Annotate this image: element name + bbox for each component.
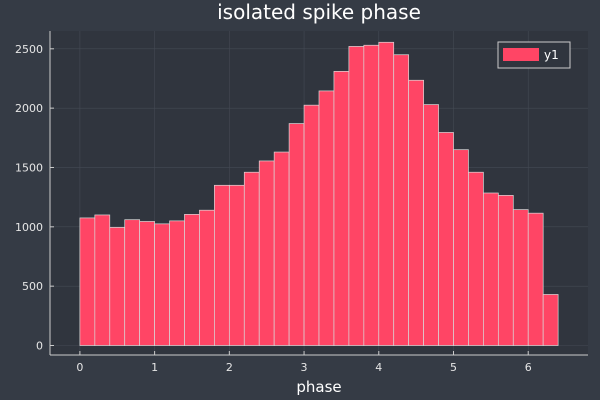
histogram-bar [139, 221, 155, 346]
x-axis-label: phase [296, 378, 341, 396]
histogram-bar [542, 294, 559, 346]
histogram-bar [94, 214, 111, 346]
histogram-bar [438, 132, 454, 346]
histogram-bar [273, 151, 290, 346]
y-tick-label: 0 [36, 340, 43, 353]
x-tick-label: 4 [375, 361, 382, 374]
histogram-bar [214, 184, 230, 346]
histogram-bar [423, 104, 439, 346]
y-tick-label: 2000 [15, 102, 43, 115]
histogram-bar [378, 41, 395, 346]
histogram-bar [348, 46, 365, 346]
histogram-bar [109, 227, 126, 346]
y-tick-label: 1000 [15, 221, 43, 234]
histogram-bar [483, 192, 499, 346]
histogram-bar [199, 209, 215, 346]
bars [79, 41, 559, 346]
legend-swatch [503, 48, 539, 61]
chart-title: isolated spike phase [217, 0, 421, 24]
histogram-bar [363, 44, 380, 346]
histogram-bar [393, 54, 410, 346]
histogram-bar [303, 104, 320, 346]
histogram-bar [154, 223, 170, 346]
x-tick-label: 6 [525, 361, 532, 374]
histogram-bar [333, 71, 350, 346]
y-tick-label: 1500 [15, 161, 43, 174]
histogram-bar [288, 123, 305, 346]
histogram-bar [184, 214, 200, 346]
histogram-bar [228, 184, 245, 346]
y-tick-label: 2500 [15, 43, 43, 56]
axes [49, 31, 588, 356]
histogram-bar [527, 212, 544, 346]
histogram-bar [408, 79, 424, 346]
histogram-bar [468, 171, 484, 346]
x-tick-label: 5 [450, 361, 457, 374]
x-tick-label: 3 [301, 361, 308, 374]
histogram-bar [124, 219, 141, 346]
legend: y1 [497, 41, 571, 69]
x-tick-label: 1 [151, 361, 158, 374]
y-tick-label: 500 [22, 280, 43, 293]
histogram-bar [258, 160, 275, 346]
histogram-bar [497, 195, 514, 346]
x-ticks: 0 1 2 3 4 5 6 [76, 351, 532, 374]
histogram-bar [79, 217, 96, 346]
y-ticks: 0 500 1000 1500 2000 2500 [15, 43, 54, 353]
x-tick-label: 2 [226, 361, 233, 374]
histogram-bar [453, 149, 469, 346]
histogram-bar [243, 171, 260, 346]
x-tick-label: 0 [76, 361, 83, 374]
legend-label: y1 [544, 48, 559, 62]
histogram-bar [169, 220, 185, 346]
histogram-bar [512, 209, 529, 346]
histogram-bar [318, 90, 335, 346]
